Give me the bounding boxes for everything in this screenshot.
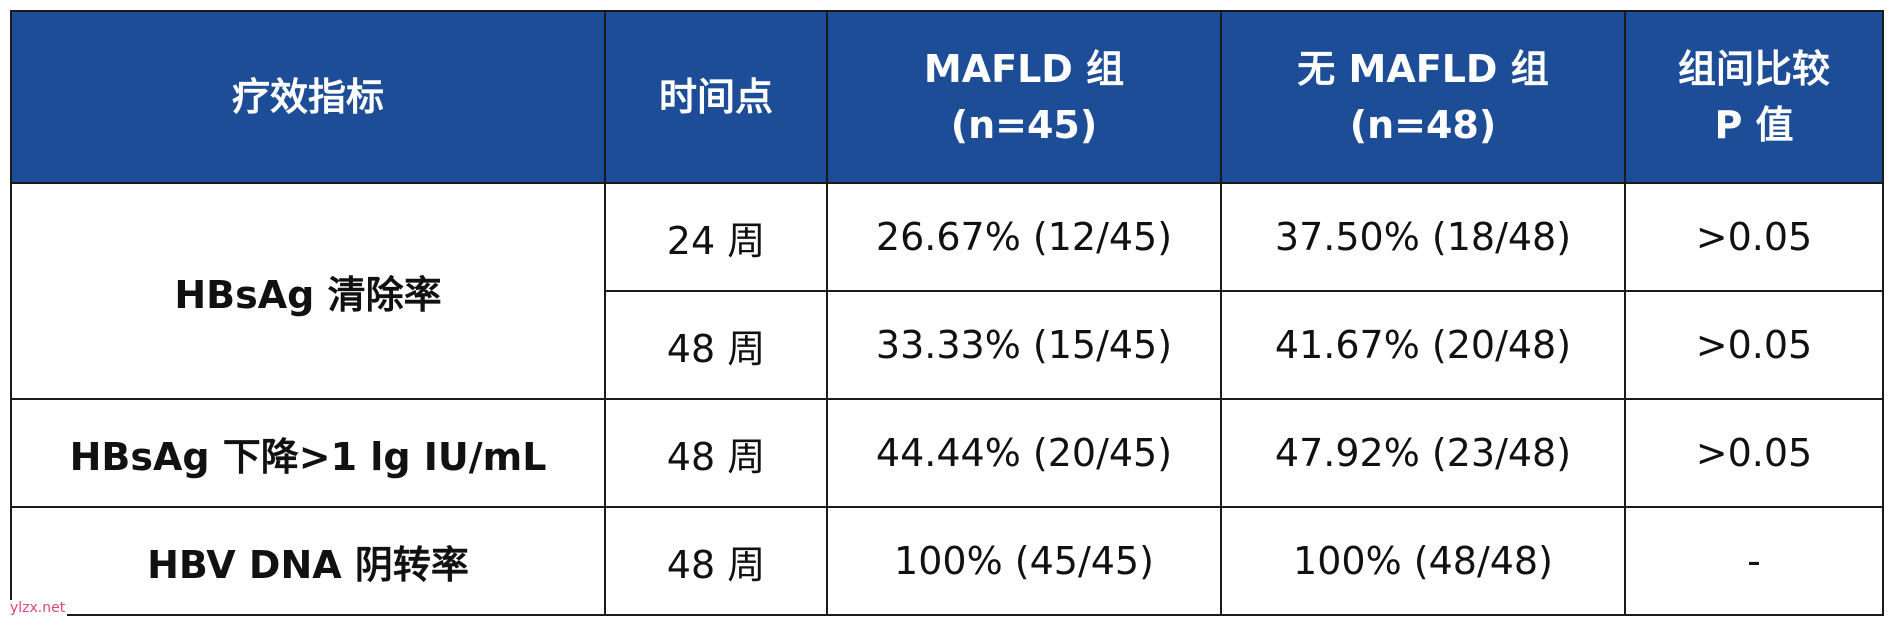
watermark: ylzx.net <box>8 600 68 616</box>
table-row: 48 周 33.33% (15/45) 41.67% (20/48) >0.05 <box>11 290 1884 400</box>
mafld-cell: 26.67% (12/45) <box>826 182 1222 292</box>
mafld-cell: 33.33% (15/45) <box>826 290 1222 400</box>
efficacy-table: 疗效指标 时间点 MAFLD 组 (n=45) 无 MAFLD 组 (n=48)… <box>10 10 1884 616</box>
metric-cell: HBsAg 下降>1 lg IU/mL <box>10 398 606 508</box>
no-mafld-cell: 41.67% (20/48) <box>1220 290 1626 400</box>
header-mafld-label: MAFLD 组 <box>923 47 1125 91</box>
p-value-cell: >0.05 <box>1624 182 1884 292</box>
header-no-mafld-group: 无 MAFLD 组 (n=48) <box>1220 10 1626 184</box>
header-timepoint: 时间点 <box>604 10 828 184</box>
timepoint-cell: 24 周 <box>604 182 828 292</box>
p-value-cell: - <box>1624 506 1884 616</box>
mafld-cell: 44.44% (20/45) <box>826 398 1222 508</box>
timepoint-cell: 48 周 <box>604 290 828 400</box>
header-p-unit: P 值 <box>1714 103 1794 147</box>
no-mafld-cell: 47.92% (23/48) <box>1220 398 1626 508</box>
mafld-cell: 100% (45/45) <box>826 506 1222 616</box>
header-metric: 疗效指标 <box>10 10 606 184</box>
table-row: HBV DNA 阴转率 48 周 100% (45/45) 100% (48/4… <box>10 506 1884 616</box>
header-mafld-n: (n=45) <box>950 103 1098 147</box>
no-mafld-cell: 100% (48/48) <box>1220 506 1626 616</box>
header-p-value: 组间比较 P 值 <box>1624 10 1884 184</box>
header-no-mafld-label: 无 MAFLD 组 <box>1297 47 1549 91</box>
header-row: 疗效指标 时间点 MAFLD 组 (n=45) 无 MAFLD 组 (n=48)… <box>10 10 1884 184</box>
metric-cell: HBsAg 清除率 <box>10 182 606 400</box>
metric-cell: HBV DNA 阴转率 <box>10 506 606 616</box>
header-p-label: 组间比较 <box>1677 47 1830 91</box>
no-mafld-cell: 37.50% (18/48) <box>1220 182 1626 292</box>
p-value-cell: >0.05 <box>1624 290 1884 400</box>
p-value-cell: >0.05 <box>1624 398 1884 508</box>
table-row: HBsAg 下降>1 lg IU/mL 48 周 44.44% (20/45) … <box>10 398 1884 508</box>
table-row: HBsAg 清除率 24 周 26.67% (12/45) 37.50% (18… <box>10 182 1884 400</box>
timepoint-cell: 48 周 <box>604 506 828 616</box>
header-no-mafld-n: (n=48) <box>1349 103 1497 147</box>
timepoint-cell: 48 周 <box>604 398 828 508</box>
header-mafld-group: MAFLD 组 (n=45) <box>826 10 1222 184</box>
